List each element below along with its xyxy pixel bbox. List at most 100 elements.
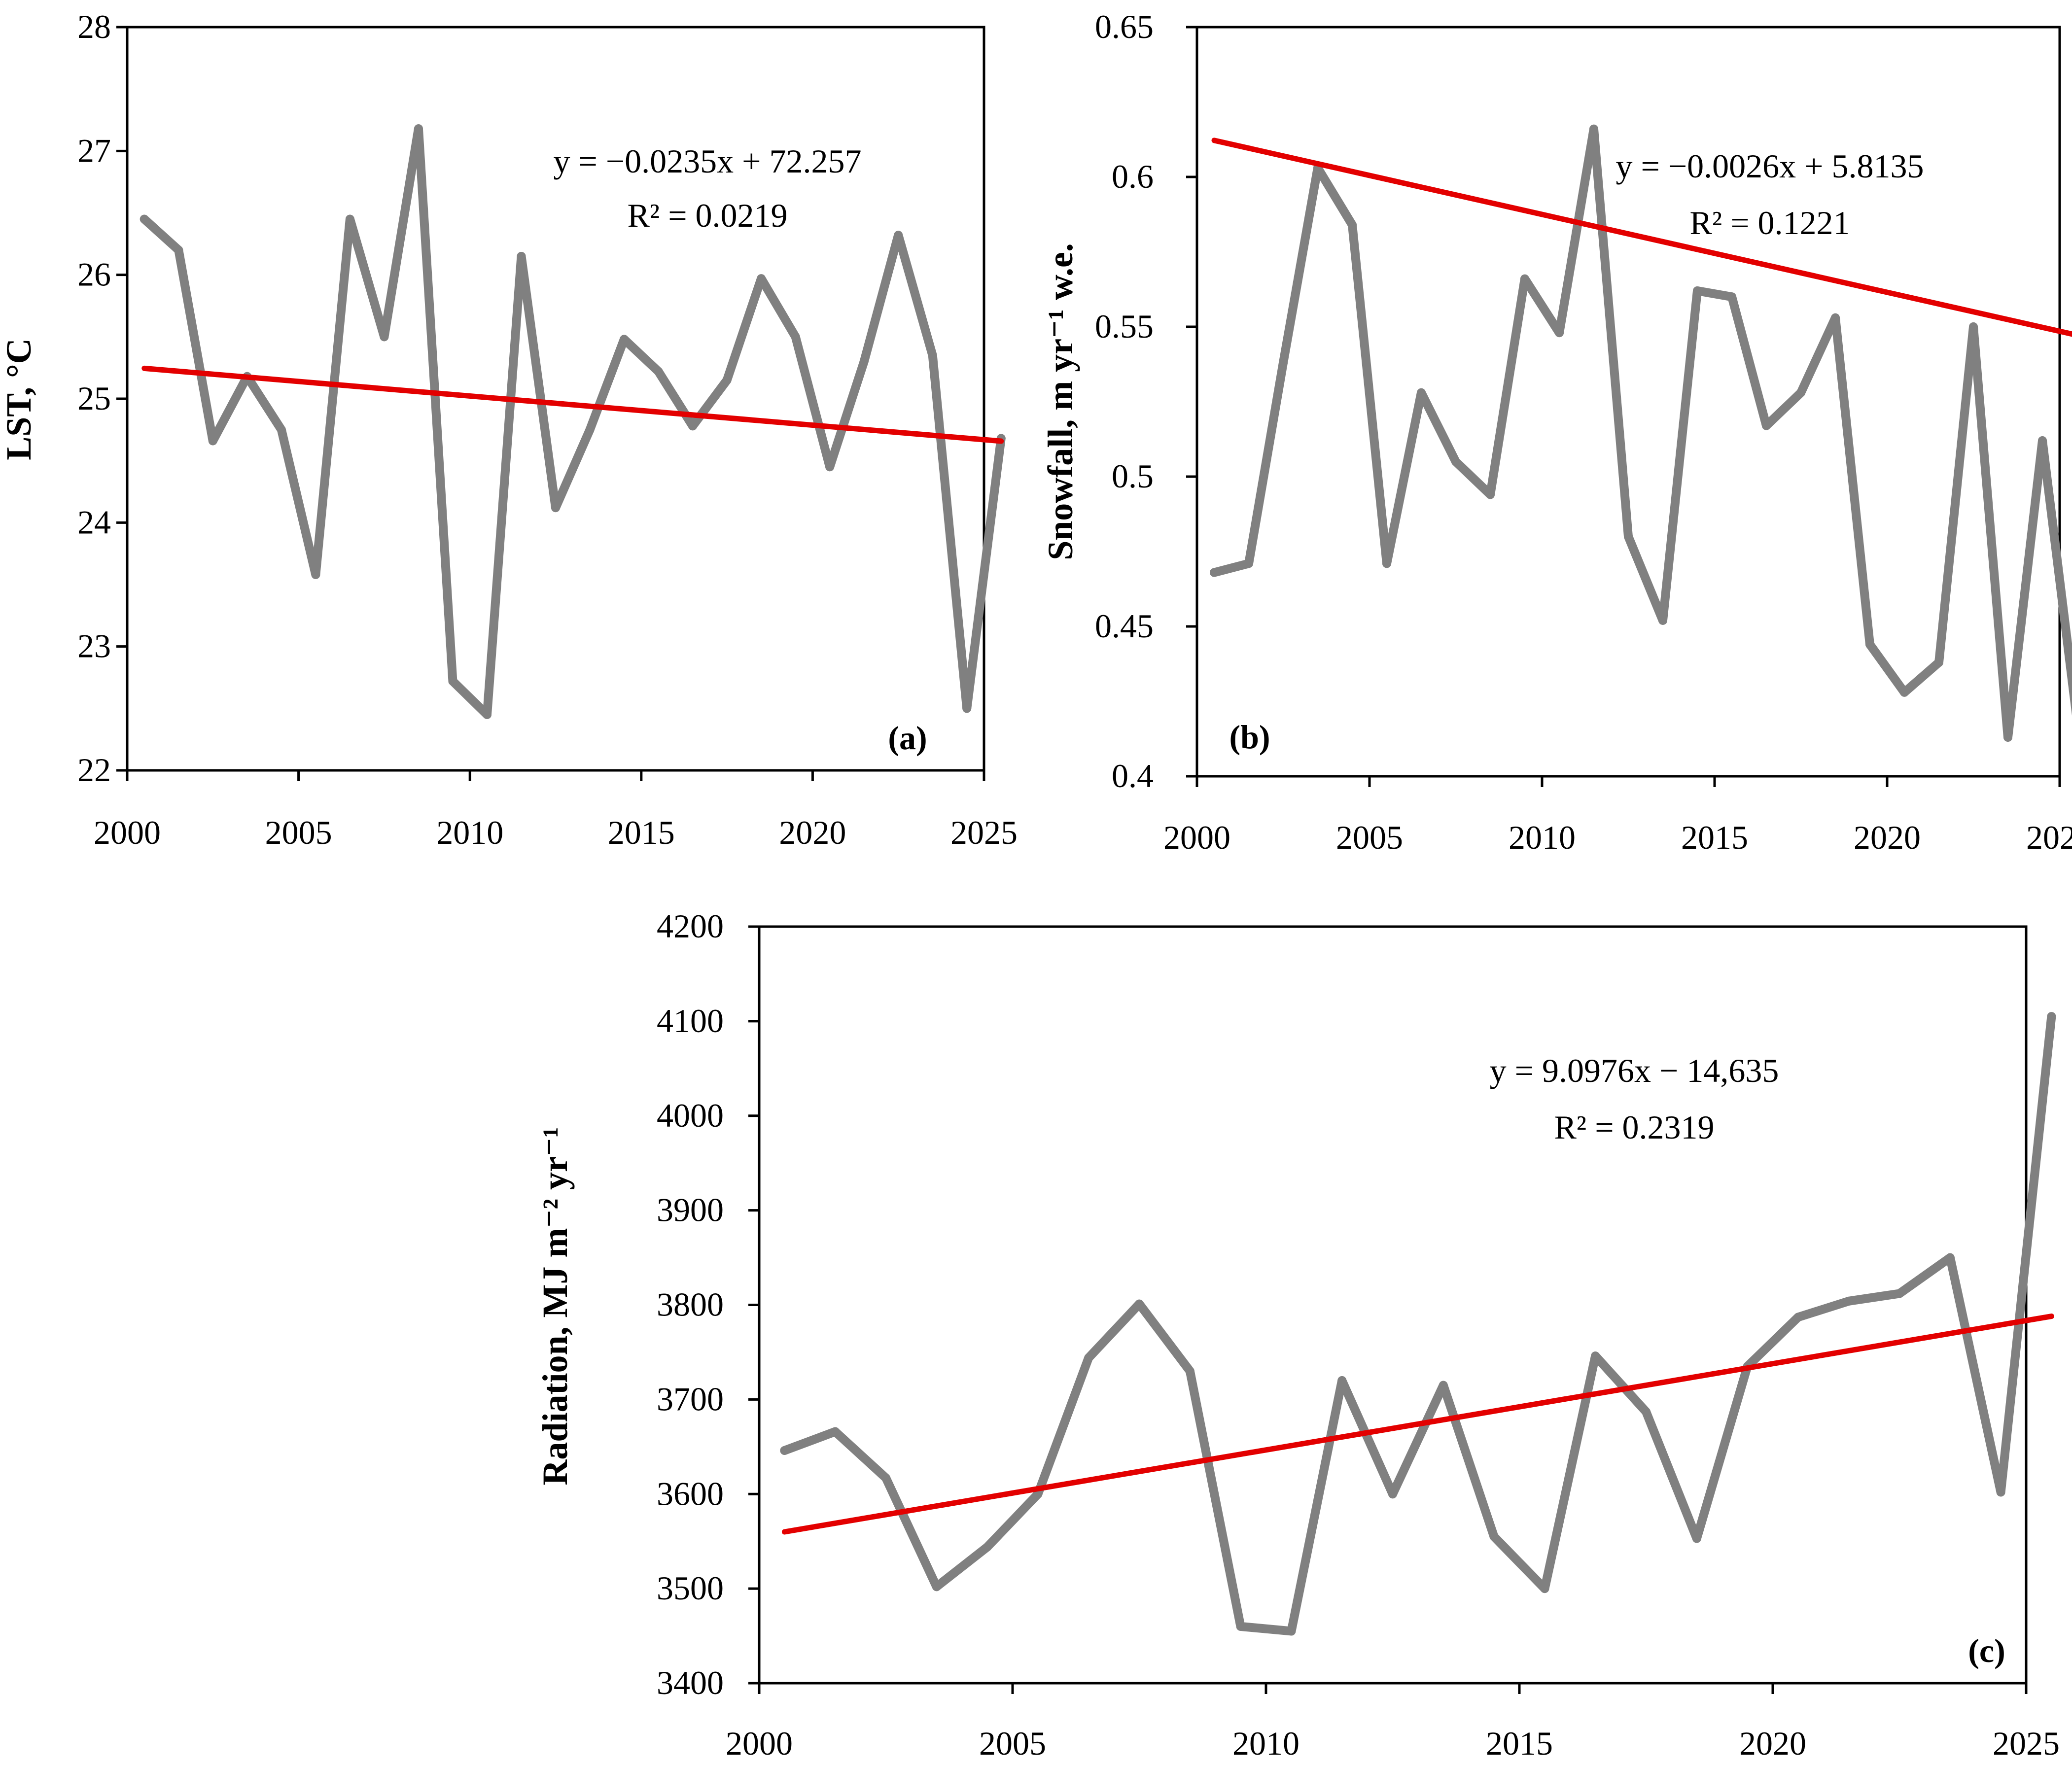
x-tick-label: 2000 bbox=[1163, 819, 1230, 856]
trend-line bbox=[1211, 138, 2072, 337]
trend-line bbox=[781, 1314, 2054, 1535]
y-axis-label: LST, °C bbox=[0, 338, 38, 460]
data-point bbox=[1489, 1532, 1499, 1541]
x-tick-label: 2000 bbox=[726, 1725, 793, 1762]
x-tick-label: 2025 bbox=[1993, 1725, 2060, 1762]
data-point bbox=[482, 710, 492, 719]
trend-r2: R² = 0.1221 bbox=[1689, 204, 1850, 242]
x-tick-label: 2015 bbox=[1681, 819, 1748, 856]
y-tick-label: 0.5 bbox=[1112, 457, 1154, 495]
data-point bbox=[1692, 1534, 1701, 1543]
y-tick-label: 22 bbox=[77, 751, 111, 789]
x-tick-label: 2025 bbox=[2026, 819, 2072, 856]
data-point bbox=[1439, 1381, 1448, 1390]
panel-a: 22 23 24 25 26 27 28 2000 2005 2010 2015 2020 2025 LS… bbox=[0, 8, 1018, 851]
y-tick-label: 0.4 bbox=[1112, 757, 1154, 795]
data-point bbox=[1996, 1488, 2005, 1497]
data-point bbox=[2038, 436, 2047, 446]
data-point bbox=[140, 214, 149, 224]
data-point bbox=[654, 367, 663, 376]
data-point bbox=[1210, 568, 1219, 577]
data-point bbox=[1486, 490, 1495, 499]
data-point bbox=[1417, 388, 1426, 397]
data-point bbox=[1084, 1353, 1093, 1362]
y-tick-label: 3600 bbox=[657, 1475, 724, 1512]
panel-b: 0.4 0.45 0.5 0.55 0.6 0.65 2000 2005 2010 2015 202… bbox=[1041, 8, 2072, 856]
data-point bbox=[1658, 616, 1667, 625]
y-tick-label: 27 bbox=[77, 132, 111, 169]
data-point bbox=[208, 436, 217, 446]
y-tick-label: 28 bbox=[77, 8, 111, 45]
trend-r2: R² = 0.0219 bbox=[627, 197, 787, 234]
data-point bbox=[1540, 1584, 1549, 1593]
x-tick-label: 2010 bbox=[436, 814, 503, 851]
trend-equation: y = −0.0026x + 5.8135 bbox=[1615, 147, 1924, 185]
y-tick-label: 23 bbox=[77, 627, 111, 665]
y-tick-label: 4000 bbox=[657, 1097, 724, 1134]
y-tick-label: 3700 bbox=[657, 1380, 724, 1418]
series-line bbox=[780, 1012, 2056, 1636]
data-point bbox=[983, 1542, 992, 1552]
y-tick-label: 25 bbox=[77, 380, 111, 417]
x-tick-label: 2005 bbox=[265, 814, 332, 851]
data-point bbox=[688, 421, 698, 431]
trend-equation: y = −0.0235x + 72.257 bbox=[553, 142, 861, 180]
data-point bbox=[859, 357, 869, 366]
y-tick-label: 26 bbox=[77, 256, 111, 293]
data-point bbox=[831, 1427, 840, 1436]
x-tick-label: 2010 bbox=[1232, 1725, 1299, 1762]
data-point bbox=[1382, 559, 1391, 568]
data-point bbox=[1451, 457, 1460, 466]
panel-label: (c) bbox=[1968, 1632, 2005, 1669]
data-point bbox=[345, 214, 354, 224]
data-point bbox=[1945, 1253, 1955, 1262]
y-tick-label: 0.55 bbox=[1095, 308, 1154, 345]
data-point bbox=[620, 335, 629, 344]
data-point bbox=[448, 677, 457, 686]
data-point bbox=[1244, 559, 1253, 568]
data-point bbox=[1900, 688, 1909, 697]
plot-frame bbox=[1195, 26, 2061, 778]
data-point bbox=[1348, 220, 1357, 230]
data-point bbox=[1895, 1289, 1904, 1298]
y-tick-label: 3400 bbox=[657, 1664, 724, 1701]
data-point bbox=[791, 332, 800, 342]
data-point bbox=[894, 231, 903, 240]
data-point bbox=[881, 1473, 890, 1483]
data-point bbox=[1279, 358, 1288, 367]
data-point bbox=[1844, 1296, 1854, 1306]
data-point bbox=[928, 351, 937, 360]
data-point bbox=[277, 425, 286, 434]
x-tick-label: 2020 bbox=[1854, 819, 1921, 856]
data-point bbox=[517, 251, 526, 261]
data-point bbox=[825, 462, 835, 472]
data-point bbox=[1693, 286, 1702, 296]
data-point bbox=[1624, 532, 1633, 541]
data-point bbox=[1520, 274, 1529, 283]
y-tick-label: 4100 bbox=[657, 1002, 724, 1039]
series-line bbox=[1210, 124, 2072, 742]
data-point bbox=[780, 1446, 789, 1455]
x-tick-label: 2005 bbox=[979, 1725, 1046, 1762]
x-tick-label: 2020 bbox=[1739, 1725, 1806, 1762]
y-tick-label: 3900 bbox=[657, 1191, 724, 1229]
data-point bbox=[1796, 388, 1805, 397]
data-point bbox=[962, 704, 972, 713]
x-tick-label: 2010 bbox=[1509, 819, 1576, 856]
data-point bbox=[1727, 292, 1736, 302]
data-point bbox=[1591, 1351, 1600, 1361]
x-tick-label: 2015 bbox=[608, 814, 675, 851]
data-point bbox=[1589, 124, 1598, 134]
data-point bbox=[311, 570, 320, 579]
panel-c: 3400 3500 3600 3700 3800 3900 4000 4100 4200 2000… bbox=[535, 907, 2060, 1762]
data-point bbox=[1337, 1376, 1347, 1385]
y-tick-label: 4200 bbox=[657, 907, 724, 945]
data-point bbox=[1642, 1407, 1651, 1417]
data-point bbox=[2047, 1012, 2056, 1021]
x-tick-label: 2015 bbox=[1486, 1725, 1553, 1762]
data-point bbox=[585, 425, 595, 434]
data-point bbox=[1969, 322, 1978, 331]
data-point bbox=[932, 1582, 941, 1592]
data-point bbox=[1388, 1489, 1397, 1499]
